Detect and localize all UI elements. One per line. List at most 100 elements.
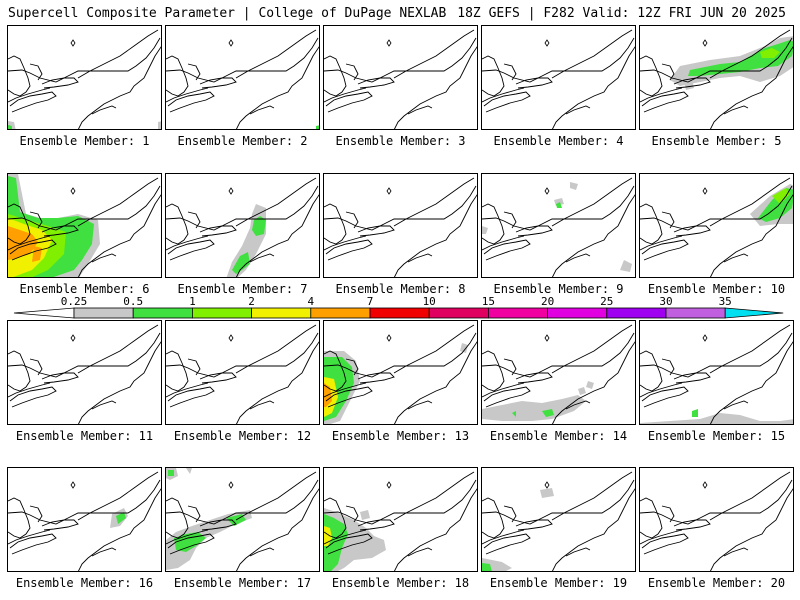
map-outline xyxy=(551,324,633,374)
location-marker-icon xyxy=(702,481,708,489)
map-outline xyxy=(325,91,373,113)
map-outline xyxy=(77,177,159,227)
map-outline xyxy=(503,63,517,81)
scp-shaded-area xyxy=(556,202,562,208)
map-outline xyxy=(482,350,505,392)
ensemble-map-panel xyxy=(165,25,320,130)
map-outline xyxy=(661,63,675,81)
location-marker-icon xyxy=(386,39,392,47)
map-outline xyxy=(9,239,57,261)
map-outline xyxy=(324,235,367,251)
map-outline xyxy=(551,341,635,424)
map-outline xyxy=(166,235,209,251)
map-outline xyxy=(393,46,477,129)
map-outline xyxy=(641,386,689,408)
map-outline xyxy=(515,372,553,384)
location-marker-icon xyxy=(228,39,234,47)
map-outline xyxy=(249,547,275,557)
colorbar-swatch xyxy=(310,307,371,319)
map-outline xyxy=(77,341,161,424)
map-outline xyxy=(235,471,317,521)
scp-map xyxy=(8,174,161,277)
map-outline xyxy=(565,253,591,263)
map-outline xyxy=(199,372,237,384)
colorbar-tick-label: 35 xyxy=(719,295,732,308)
map-outline xyxy=(41,225,79,237)
colorbar-min-arrow xyxy=(13,307,75,319)
scp-shaded-area xyxy=(586,381,594,389)
map-outline xyxy=(324,350,347,392)
member-label: Ensemble Member: 15 xyxy=(647,429,786,443)
map-outline xyxy=(503,211,517,229)
map-outline xyxy=(709,471,791,521)
scp-shaded-area xyxy=(482,563,492,571)
scp-shaded-area xyxy=(8,125,12,129)
colorbar-tick-label: 10 xyxy=(423,295,436,308)
map-outline xyxy=(565,105,591,115)
scp-shaded-area xyxy=(360,510,370,520)
scp-map xyxy=(482,177,635,277)
map-outline xyxy=(199,225,237,237)
map-outline xyxy=(407,105,433,115)
scp-map xyxy=(640,324,793,424)
map-outline xyxy=(661,211,675,229)
member-label: Ensemble Member: 11 xyxy=(15,429,154,443)
scp-map xyxy=(166,468,319,571)
scp-shaded-area xyxy=(232,252,250,274)
map-outline xyxy=(640,497,663,539)
colorbar-swatch xyxy=(665,307,726,319)
location-marker-icon xyxy=(70,39,76,47)
map-outline xyxy=(709,194,793,277)
map-outline xyxy=(393,488,477,571)
map-outline xyxy=(29,505,43,523)
colorbar-swatch xyxy=(191,307,252,319)
scp-map xyxy=(640,29,793,129)
map-outline xyxy=(357,519,395,531)
map-outline xyxy=(8,529,51,545)
map-outline xyxy=(345,505,359,523)
scp-map xyxy=(166,324,319,424)
map-outline xyxy=(166,497,189,539)
map-outline xyxy=(166,529,209,545)
map-outline xyxy=(640,87,683,103)
member-label: Ensemble Member: 6 xyxy=(19,282,150,296)
page-title: Supercell Composite Parameter | College … xyxy=(8,6,447,21)
scp-map xyxy=(324,177,477,277)
scp-map xyxy=(166,177,319,277)
map-outline xyxy=(661,505,675,523)
map-outline xyxy=(483,533,531,555)
map-outline xyxy=(235,341,319,424)
map-outline xyxy=(41,372,79,384)
scp-shaded-area xyxy=(684,80,694,90)
map-outline xyxy=(482,37,635,83)
map-outline xyxy=(551,46,635,129)
member-label: Ensemble Member: 8 xyxy=(335,282,466,296)
colorbar-swatch xyxy=(73,307,134,319)
scp-map xyxy=(640,471,793,571)
scp-shaded-area xyxy=(640,413,793,424)
map-outline xyxy=(166,332,319,378)
ensemble-map-panel xyxy=(481,467,636,572)
map-outline xyxy=(8,235,51,251)
map-outline xyxy=(235,194,319,277)
scp-shaded-area xyxy=(512,411,516,417)
map-outline xyxy=(551,177,633,227)
map-outline xyxy=(565,400,591,410)
scp-shaded-area xyxy=(252,216,266,236)
map-outline xyxy=(235,488,319,571)
map-outline xyxy=(407,400,433,410)
map-outline xyxy=(324,37,477,83)
member-label: Ensemble Member: 9 xyxy=(493,282,624,296)
ensemble-map-panel xyxy=(7,25,162,130)
map-outline xyxy=(673,372,711,384)
map-outline xyxy=(8,332,161,378)
ensemble-map-panel xyxy=(481,173,636,278)
member-label: Ensemble Member: 19 xyxy=(489,576,628,590)
location-marker-icon xyxy=(386,481,392,489)
map-outline xyxy=(709,341,793,424)
map-outline xyxy=(8,37,161,83)
scp-map xyxy=(8,471,161,571)
colorbar-tick-label: 7 xyxy=(367,295,374,308)
map-outline xyxy=(29,211,43,229)
map-outline xyxy=(483,386,531,408)
